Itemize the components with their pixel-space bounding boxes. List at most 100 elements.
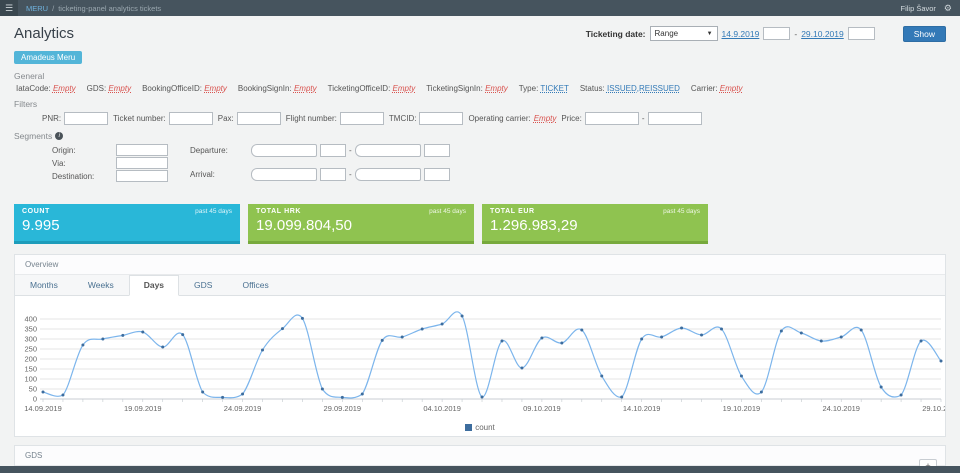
breadcrumb: MERU / ticketing-panel analytics tickets [26,4,161,13]
page: Analytics Ticketing date: Range ▼ 14.9.2… [0,25,960,473]
svg-text:19.10.2019: 19.10.2019 [723,404,761,413]
ticket-number-input[interactable] [168,112,213,125]
date-to-link[interactable]: 29.10.2019 [801,28,844,39]
arrival-to-time-input[interactable] [423,168,450,181]
breadcrumb-app-link[interactable]: MERU [26,3,49,13]
arrival-from-input[interactable] [251,168,317,181]
via-input[interactable] [116,157,168,169]
pax-input[interactable] [236,112,281,125]
bookingofficeid-label: BookingOfficeID: [142,84,202,93]
legend-label: count [475,423,495,432]
arrival-separator: - [349,170,352,179]
general-section-label: General [14,71,45,81]
carrier-value-link[interactable]: Empty [719,84,743,93]
kpi-count-title: COUNT [22,208,50,215]
tmcid-input[interactable] [419,112,464,125]
arrival-from-time-input[interactable] [320,168,346,181]
carrier-label: Carrier: [690,84,718,93]
date-range-select[interactable]: Range ▼ [649,26,718,41]
kpi-cards: COUNT past 45 days 9.995 TOTAL HRK past 45… [14,204,946,244]
flight-number-input[interactable] [339,112,384,125]
tab-days[interactable]: Days [128,275,180,296]
departure-from-time-input[interactable] [320,144,346,157]
overview-panel: Overview Months Weeks Days GDS Offices 0… [14,254,946,437]
svg-text:0: 0 [33,395,37,404]
pax-label: Pax: [217,114,234,123]
breadcrumb-separator: / [52,3,55,13]
bookingsignin-value-link[interactable]: Empty [293,84,317,93]
arrival-to-input[interactable] [354,168,421,181]
show-button[interactable]: Show [902,25,946,42]
svg-text:14.10.2019: 14.10.2019 [623,404,661,413]
page-title: Analytics [14,25,75,42]
gds-panel-header: GDS [15,446,945,466]
info-icon[interactable]: i [55,132,64,140]
gear-icon[interactable]: ⚙ [943,2,952,13]
operating-carrier-value-link[interactable]: Empty [533,114,557,123]
overview-tabs: Months Weeks Days GDS Offices [15,275,945,296]
flight-number-label: Flight number: [285,114,337,123]
type-value-link[interactable]: TICKET [540,84,569,93]
origin-label: Origin: [52,145,76,155]
menu-icon[interactable]: ☰ [0,0,18,16]
ticketingofficeid-value-link[interactable]: Empty [392,84,416,93]
gds-value-link[interactable]: Empty [108,84,132,93]
pnr-input[interactable] [64,112,109,125]
legend-swatch [465,424,473,431]
chevron-down-icon: ▼ [706,30,713,37]
svg-text:150: 150 [24,365,37,374]
kpi-total-eur-title: TOTAL EUR [490,208,535,215]
arrival-label: Arrival: [190,170,215,179]
departure-to-time-input[interactable] [423,144,450,157]
svg-text:29.09.2019: 29.09.2019 [324,404,362,413]
svg-text:14.09.2019: 14.09.2019 [24,404,62,413]
destination-input[interactable] [116,170,168,182]
price-separator: - [641,114,645,123]
tab-gds[interactable]: GDS [194,280,213,290]
svg-text:200: 200 [24,355,37,364]
date-from-input[interactable] [763,27,791,40]
departure-separator: - [349,146,352,155]
ticketing-date-label: Ticketing date: [585,28,646,39]
gds-label: GDS: [86,84,107,93]
date-from-link[interactable]: 14.9.2019 [721,28,760,39]
kpi-count-card: COUNT past 45 days 9.995 [14,204,240,244]
tab-offices[interactable]: Offices [242,280,269,290]
svg-text:400: 400 [24,315,37,324]
amadeus-meru-badge[interactable]: Amadeus Meru [14,51,83,64]
status-value-link[interactable]: ISSUED,REISSUED [606,84,680,93]
kpi-count-subtitle: past 45 days [195,208,232,215]
date-to-input[interactable] [847,27,875,40]
segments-label-text: Segments [14,131,53,141]
departure-from-input[interactable] [251,144,317,157]
general-filters-row: IataCode: Empty GDS: Empty BookingOffice… [14,84,946,93]
top-navbar: ☰ MERU / ticketing-panel analytics ticke… [0,0,960,16]
overview-panel-header: Overview [15,255,945,275]
price-to-input[interactable] [647,112,702,125]
price-from-input[interactable] [584,112,639,125]
segments-grid: Origin: Via: Destination: Departure: - A… [14,144,946,192]
kpi-total-hrk-value: 19.099.804,50 [256,217,352,234]
price-label: Price: [561,114,582,123]
tab-months[interactable]: Months [30,280,58,290]
kpi-total-hrk-subtitle: past 45 days [429,208,466,215]
svg-text:300: 300 [24,335,37,344]
kpi-count-value: 9.995 [22,217,60,234]
user-menu[interactable]: Filip Šavor [900,3,936,13]
ticketingofficeid-label: TicketingOfficeID: [327,84,391,93]
iatacode-value-link[interactable]: Empty [52,84,76,93]
kpi-total-eur-value: 1.296.983,29 [490,217,578,234]
origin-input[interactable] [116,144,168,156]
departure-label: Departure: [190,146,228,155]
bookingofficeid-value-link[interactable]: Empty [204,84,227,93]
tab-weeks[interactable]: Weeks [87,280,114,290]
departure-to-input[interactable] [354,144,421,157]
footer-bar [0,466,960,473]
ticket-number-label: Ticket number: [113,114,166,123]
svg-text:50: 50 [29,385,37,394]
gds-panel: GDS Months Weeks Days + [14,445,946,473]
chart-legend[interactable]: count [15,423,945,432]
kpi-total-eur-subtitle: past 45 days [663,208,700,215]
ticketingsignin-value-link[interactable]: Empty [485,84,508,93]
date-separator: - [794,28,798,39]
